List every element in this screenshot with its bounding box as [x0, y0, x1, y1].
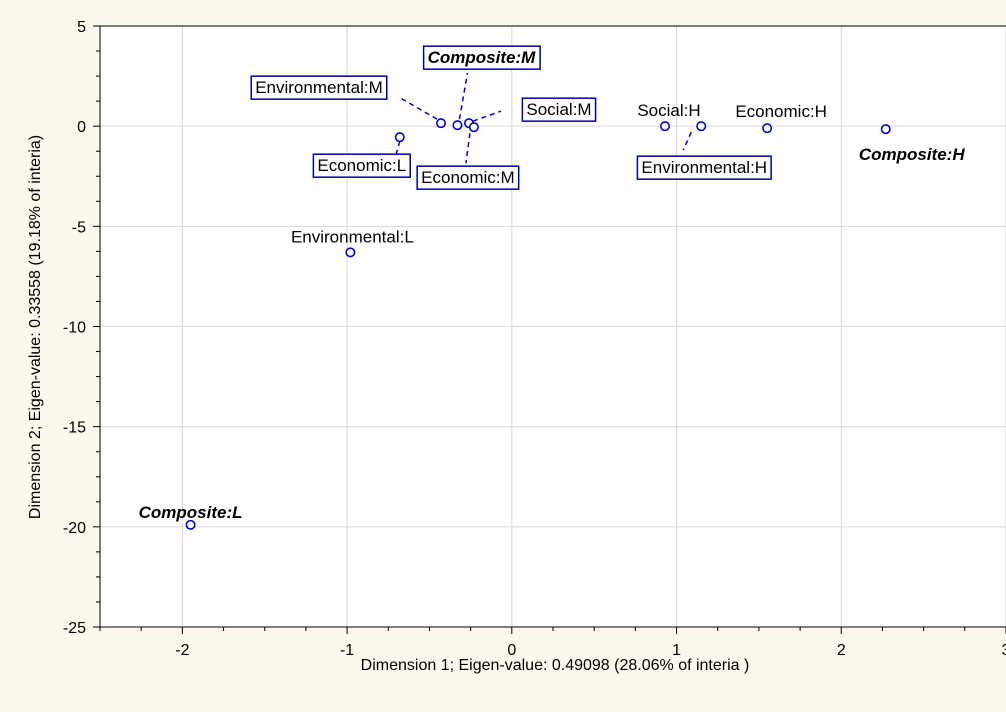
- label-box: [416, 165, 520, 190]
- x-tick-label: -2: [175, 642, 189, 659]
- data-point: [696, 121, 707, 132]
- point-label: Social:H: [637, 101, 700, 120]
- y-tick-label: -15: [63, 420, 86, 437]
- data-point: [762, 123, 773, 134]
- label-box: [521, 97, 597, 122]
- point-label-group: Environmental:H: [636, 131, 772, 180]
- point-label-group: Economic:L: [312, 140, 411, 178]
- data-point: [880, 124, 891, 135]
- point-labels: Composite:L Environmental:L Economic:L Envi…: [139, 45, 966, 522]
- point-label: Environmental:L: [291, 227, 414, 246]
- label-leader-line: [682, 131, 692, 151]
- grid: [100, 25, 1006, 628]
- label-box: [250, 75, 388, 100]
- label-box: [312, 153, 411, 178]
- x-tick-label: 2: [837, 642, 846, 659]
- label-box: [636, 155, 772, 180]
- label-leader-line: [395, 140, 401, 156]
- axes: -2-1012350-5-10-15-20-25: [63, 19, 1006, 659]
- data-point: [394, 132, 405, 143]
- point-label-group: Composite:H: [859, 145, 966, 164]
- x-tick-label: 1: [672, 642, 681, 659]
- label-leader-line: [458, 73, 469, 120]
- point-label-group: Social:M: [472, 97, 597, 122]
- data-point: [345, 247, 356, 258]
- y-tick-label: -10: [63, 320, 86, 337]
- point-label: Economic:M: [421, 168, 515, 187]
- point-label: Economic:H: [735, 102, 827, 121]
- point-label: Environmental:H: [641, 158, 767, 177]
- point-label: Composite:H: [859, 145, 966, 164]
- point-label: Composite:L: [139, 503, 243, 522]
- data-point: [435, 118, 446, 129]
- x-tick-label: 3: [1002, 642, 1006, 659]
- point-label: Economic:L: [317, 156, 406, 175]
- data-point: [660, 121, 671, 132]
- x-tick-label: -1: [340, 642, 354, 659]
- y-tick-label: -20: [63, 520, 86, 537]
- point-label: Social:M: [526, 100, 591, 119]
- y-tick-label: -25: [63, 620, 86, 637]
- point-label-group: Economic:H: [735, 102, 827, 121]
- data-point: [185, 519, 196, 530]
- point-label-group: Composite:L: [139, 503, 243, 522]
- data-point: [452, 120, 463, 131]
- y-tick-label: -5: [72, 219, 86, 236]
- data-point: [468, 122, 479, 133]
- point-label-group: Economic:M: [416, 133, 520, 190]
- point-label-group: Environmental:M: [250, 75, 438, 120]
- x-tick-label: 0: [507, 642, 516, 659]
- y-tick-label: 5: [77, 19, 86, 36]
- x-axis-title: Dimension 1; Eigen-value: 0.49098 (28.06…: [361, 657, 750, 674]
- point-label: Composite:M: [428, 48, 537, 67]
- point-label-group: Environmental:L: [291, 227, 414, 246]
- points: [185, 118, 891, 530]
- point-label-group: Composite:M: [422, 45, 541, 120]
- point-label-group: Social:H: [637, 101, 700, 120]
- label-leader-line: [398, 96, 438, 120]
- label-box: [422, 45, 541, 70]
- point-label: Environmental:M: [255, 78, 383, 97]
- y-tick-label: 0: [77, 119, 86, 136]
- label-leader-line: [472, 110, 502, 122]
- y-axis-title: Dimension 2; Eigen-value: 0.33558 (19.18…: [27, 135, 44, 519]
